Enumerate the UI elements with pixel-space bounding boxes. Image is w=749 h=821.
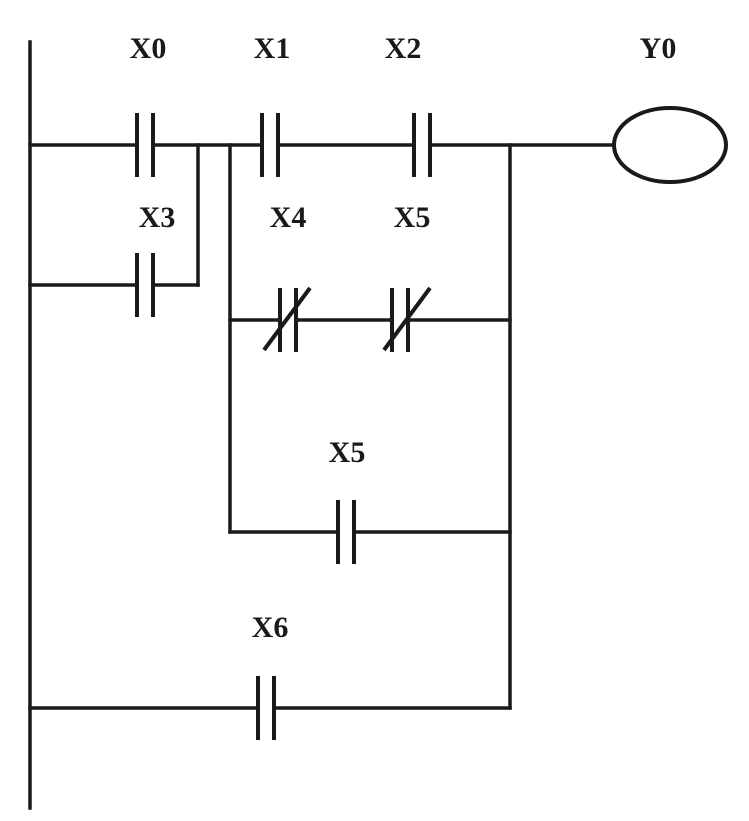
contact-x6: X6 [252,611,289,740]
contact-x0: X0 [130,32,167,177]
contact-x5-nc-label: X5 [394,201,431,234]
contact-x1: X1 [254,32,291,177]
x3-branch-wires [28,143,200,287]
contact-x5-no-label: X5 [329,436,366,469]
coil-y0: Y0 [612,32,728,184]
contact-x3: X3 [135,201,176,317]
contact-x5-nc: X5 [382,201,432,352]
contact-x3-label: X3 [139,201,176,234]
contact-x1-label: X1 [254,32,291,65]
contact-x6-label: X6 [252,611,289,644]
contact-x4-label: X4 [270,201,307,234]
coil-y0-label: Y0 [640,32,677,65]
contact-x5-no: X5 [329,436,366,564]
coil-y0-ellipse [612,106,728,184]
contact-x4-nc: X4 [262,201,312,352]
contact-x2-label: X2 [385,32,422,65]
contact-x0-label: X0 [130,32,167,65]
x4-x5-branch-wires [228,143,512,534]
contact-x2: X2 [385,32,432,177]
